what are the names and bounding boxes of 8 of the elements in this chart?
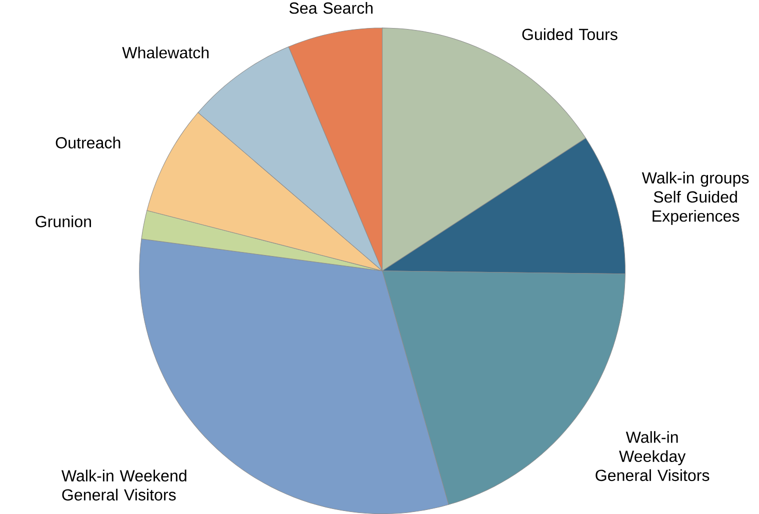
- slice-label: Outreach: [56, 136, 120, 148]
- slice-label: Guided Tours: [522, 28, 618, 40]
- slice-label: Walk-in Weekend General Visitors: [61, 470, 186, 501]
- slice-label: Whalewatch: [122, 46, 209, 58]
- slice-label: Walk-in Weekday General Visitors: [596, 431, 710, 482]
- slice-label: Sea Search: [289, 2, 373, 14]
- slice-label: Grunion: [36, 215, 91, 228]
- slice-label: Walk-in groups Self Guided Experiences: [642, 172, 749, 225]
